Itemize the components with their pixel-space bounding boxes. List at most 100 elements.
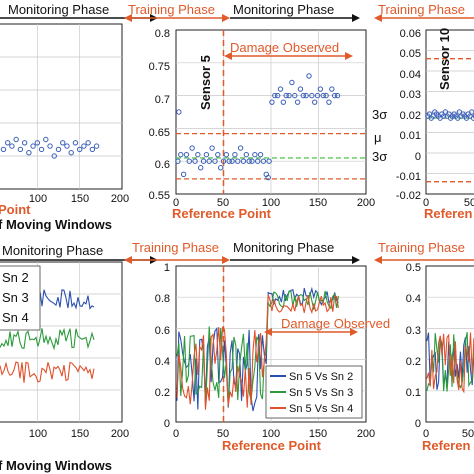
grid-tl (0, 24, 122, 189)
data-point-tm (283, 92, 289, 99)
x-tick-bm-150: 150 (309, 428, 327, 440)
x-tick-bm-50: 50 (217, 428, 229, 440)
data-point-tm (326, 99, 332, 105)
data-point-tm (280, 99, 287, 105)
damage-arrow-head-left-tm (224, 52, 232, 60)
x-tick-tl-100: 100 (29, 193, 47, 205)
x-tick-bl-150: 150 (71, 428, 89, 440)
data-point-tm (309, 92, 315, 99)
scatter-points-tm (175, 73, 341, 181)
legend-bm-sn4: Sn 5 Vs Sn 4 (289, 403, 353, 415)
data-point-tm (235, 158, 241, 164)
monitoring-phase-label-bm: Monitoring Phase (233, 240, 334, 255)
y-tick-bm-0.4: 0.4 (155, 356, 170, 368)
legend-bm-sn3: Sn 5 Vs Sn 3 (289, 387, 353, 399)
data-point-tm (303, 92, 309, 99)
data-point-tm (272, 92, 278, 99)
scatter-points-tr (425, 109, 474, 121)
data-point-tm (240, 158, 247, 164)
data-point-tm (274, 92, 281, 99)
training-arrow-head-left-tm (124, 14, 132, 22)
sn5-vs-sn4-line (176, 294, 339, 410)
data-point-tm (297, 86, 304, 92)
y-ticks-tm: 0.8 0.75 0.7 0.65 0.6 0.55 (149, 28, 170, 202)
monitoring-phase-label-bl: Monitoring Phase (2, 243, 103, 258)
panel-top-left: Monitoring Phase 100 150 200 Point f Mov… (0, 2, 158, 232)
x-tick-tm-0: 0 (173, 197, 179, 209)
x-tick-tm-50: 50 (217, 197, 229, 209)
data-point-tm (294, 99, 301, 105)
training-arrow-head-tr (374, 14, 382, 22)
damage-observed-label-tm: Damage Observed (230, 40, 339, 55)
training-phase-label-bm: Training Phase (132, 240, 219, 255)
data-point-tm (232, 151, 238, 158)
damage-observed-label-bm: Damage Observed (281, 316, 390, 331)
data-point-tm (323, 92, 329, 99)
data-point-tl (5, 140, 11, 146)
y-ticks-bm: 1 0.8 0.6 0.4 0.2 0 (155, 262, 170, 430)
data-point-tr (472, 113, 474, 119)
panel-top-right: Training Phase Sensor 10 0.06 0.05 0.04 … (374, 2, 474, 221)
x-tick-tm-200: 200 (357, 197, 375, 209)
data-point-tm (215, 151, 221, 158)
data-point-tm (314, 92, 321, 99)
data-point-tm (175, 158, 181, 164)
data-point-tm (249, 158, 255, 164)
training-arrow-head-br (374, 256, 382, 264)
data-point-tm (183, 151, 190, 158)
monitoring-phase-label-tm: Monitoring Phase (233, 2, 334, 17)
legend-bl-sn4: Sn 4 (2, 310, 29, 325)
plot-frame-br (425, 265, 474, 423)
data-point-tm (306, 73, 312, 79)
data-point-tl (30, 143, 36, 149)
x-tick-tr-0: 0 (423, 197, 429, 209)
data-point-tm (200, 158, 207, 164)
data-point-tl (0, 146, 7, 153)
x-tick-tl-150: 150 (71, 193, 89, 205)
reference-lines-tm (176, 30, 366, 194)
data-point-tl (72, 140, 79, 146)
reference-point-label-bm: Reference Point (222, 438, 322, 453)
data-point-tm (289, 79, 295, 86)
data-point-tl (26, 150, 32, 156)
y-tick-br-0.3: 0.3 (406, 325, 421, 337)
y-tick-bm-0: 0 (164, 418, 170, 430)
y-tick-tm-0.8: 0.8 (155, 28, 170, 40)
data-point-tm (195, 151, 201, 158)
x-tick-tr-50: 50 (464, 197, 474, 209)
data-point-tm (229, 158, 235, 164)
data-point-tl (47, 143, 53, 149)
data-point-tl (81, 143, 87, 149)
data-point-tm (212, 158, 218, 164)
data-point-tl (43, 136, 49, 143)
y-tick-tr-0.04: 0.04 (400, 69, 421, 81)
y-tick-br-0: 0 (415, 418, 421, 430)
data-point-tm (317, 86, 324, 92)
data-point-tm (334, 92, 341, 99)
x-tick-tm-100: 100 (262, 197, 280, 209)
y-tick-tr-0.03: 0.03 (400, 89, 421, 101)
training-arrow-head-right-tm (222, 14, 230, 22)
data-point-tm (198, 165, 204, 171)
legend-bm-sn2: Sn 5 Vs Sn 2 (289, 371, 353, 383)
moving-windows-label-bottom: f Moving Windows (0, 458, 112, 473)
data-point-tl (51, 153, 57, 159)
series-lines-br (426, 332, 474, 394)
y-tick-tm-0.7: 0.7 (155, 94, 170, 106)
data-point-tm (180, 171, 187, 178)
data-point-tm (209, 145, 215, 151)
panel-bottom-right: Training Phase 0.5 0.4 0.3 0.2 0.1 0 0 5… (374, 240, 474, 453)
y-tick-tm-0.65: 0.65 (149, 127, 170, 139)
data-point-tl (68, 150, 74, 156)
data-point-tl (21, 140, 28, 146)
plot-frame-bl (0, 261, 123, 423)
scatter-points-tl (0, 136, 100, 159)
data-point-tm (320, 92, 326, 99)
data-point-tl (55, 146, 62, 153)
data-point-tm (257, 151, 264, 158)
panel-top-middle: Training Phase Monitoring Phase Sensor 5… (124, 2, 387, 221)
reference-point-label-tm: Reference Point (172, 206, 272, 221)
y-tick-bm-0.6: 0.6 (155, 325, 170, 337)
data-point-tm (223, 151, 230, 158)
